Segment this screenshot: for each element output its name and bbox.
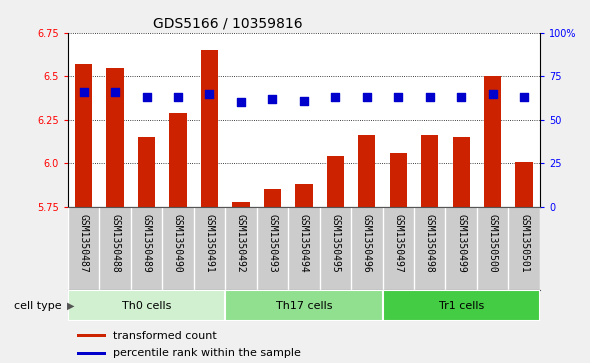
Text: GSM1350495: GSM1350495	[330, 213, 340, 272]
Point	[79, 89, 88, 95]
Text: cell type: cell type	[14, 301, 65, 311]
Bar	[138, 137, 155, 207]
Bar	[516, 162, 533, 207]
Text: GSM1350498: GSM1350498	[425, 213, 435, 272]
Point	[142, 94, 151, 100]
Bar	[225, 290, 382, 321]
Text: GSM1350501: GSM1350501	[519, 213, 529, 272]
Point	[236, 99, 245, 105]
Point	[330, 94, 340, 100]
Text: GSM1350487: GSM1350487	[78, 213, 88, 272]
Bar	[201, 50, 218, 207]
Bar	[358, 135, 375, 207]
Text: Th17 cells: Th17 cells	[276, 301, 332, 311]
Bar	[389, 153, 407, 207]
Bar	[75, 64, 92, 207]
Text: percentile rank within the sample: percentile rank within the sample	[113, 348, 300, 359]
Text: Th0 cells: Th0 cells	[122, 301, 171, 311]
Bar	[77, 334, 106, 337]
Text: GSM1350492: GSM1350492	[236, 213, 246, 272]
Point	[268, 96, 277, 102]
Bar	[421, 135, 438, 207]
Bar	[264, 189, 281, 207]
Bar	[295, 184, 313, 207]
Text: GSM1350499: GSM1350499	[456, 213, 466, 272]
Text: ▶: ▶	[67, 301, 74, 311]
Point	[394, 94, 403, 100]
Point	[173, 94, 183, 100]
Point	[457, 94, 466, 100]
Bar	[382, 290, 540, 321]
Bar	[68, 290, 225, 321]
Bar	[484, 76, 502, 207]
Point	[110, 89, 120, 95]
Text: transformed count: transformed count	[113, 331, 217, 340]
Bar	[232, 202, 250, 207]
Point	[299, 98, 309, 103]
Point	[488, 91, 497, 97]
Point	[205, 91, 214, 97]
Bar	[327, 156, 344, 207]
Text: GSM1350491: GSM1350491	[205, 213, 214, 272]
Text: GDS5166 / 10359816: GDS5166 / 10359816	[153, 16, 303, 30]
Point	[362, 94, 372, 100]
Text: Tr1 cells: Tr1 cells	[438, 301, 484, 311]
Point	[425, 94, 434, 100]
Text: GSM1350490: GSM1350490	[173, 213, 183, 272]
Text: GSM1350489: GSM1350489	[142, 213, 152, 272]
Bar	[106, 68, 124, 207]
Text: GSM1350488: GSM1350488	[110, 213, 120, 272]
Text: GSM1350496: GSM1350496	[362, 213, 372, 272]
Text: GSM1350497: GSM1350497	[394, 213, 403, 272]
Bar	[77, 352, 106, 355]
Text: GSM1350500: GSM1350500	[488, 213, 497, 272]
Bar	[453, 137, 470, 207]
Bar	[169, 113, 186, 207]
Text: GSM1350494: GSM1350494	[299, 213, 309, 272]
Text: GSM1350493: GSM1350493	[267, 213, 277, 272]
Point	[519, 94, 529, 100]
